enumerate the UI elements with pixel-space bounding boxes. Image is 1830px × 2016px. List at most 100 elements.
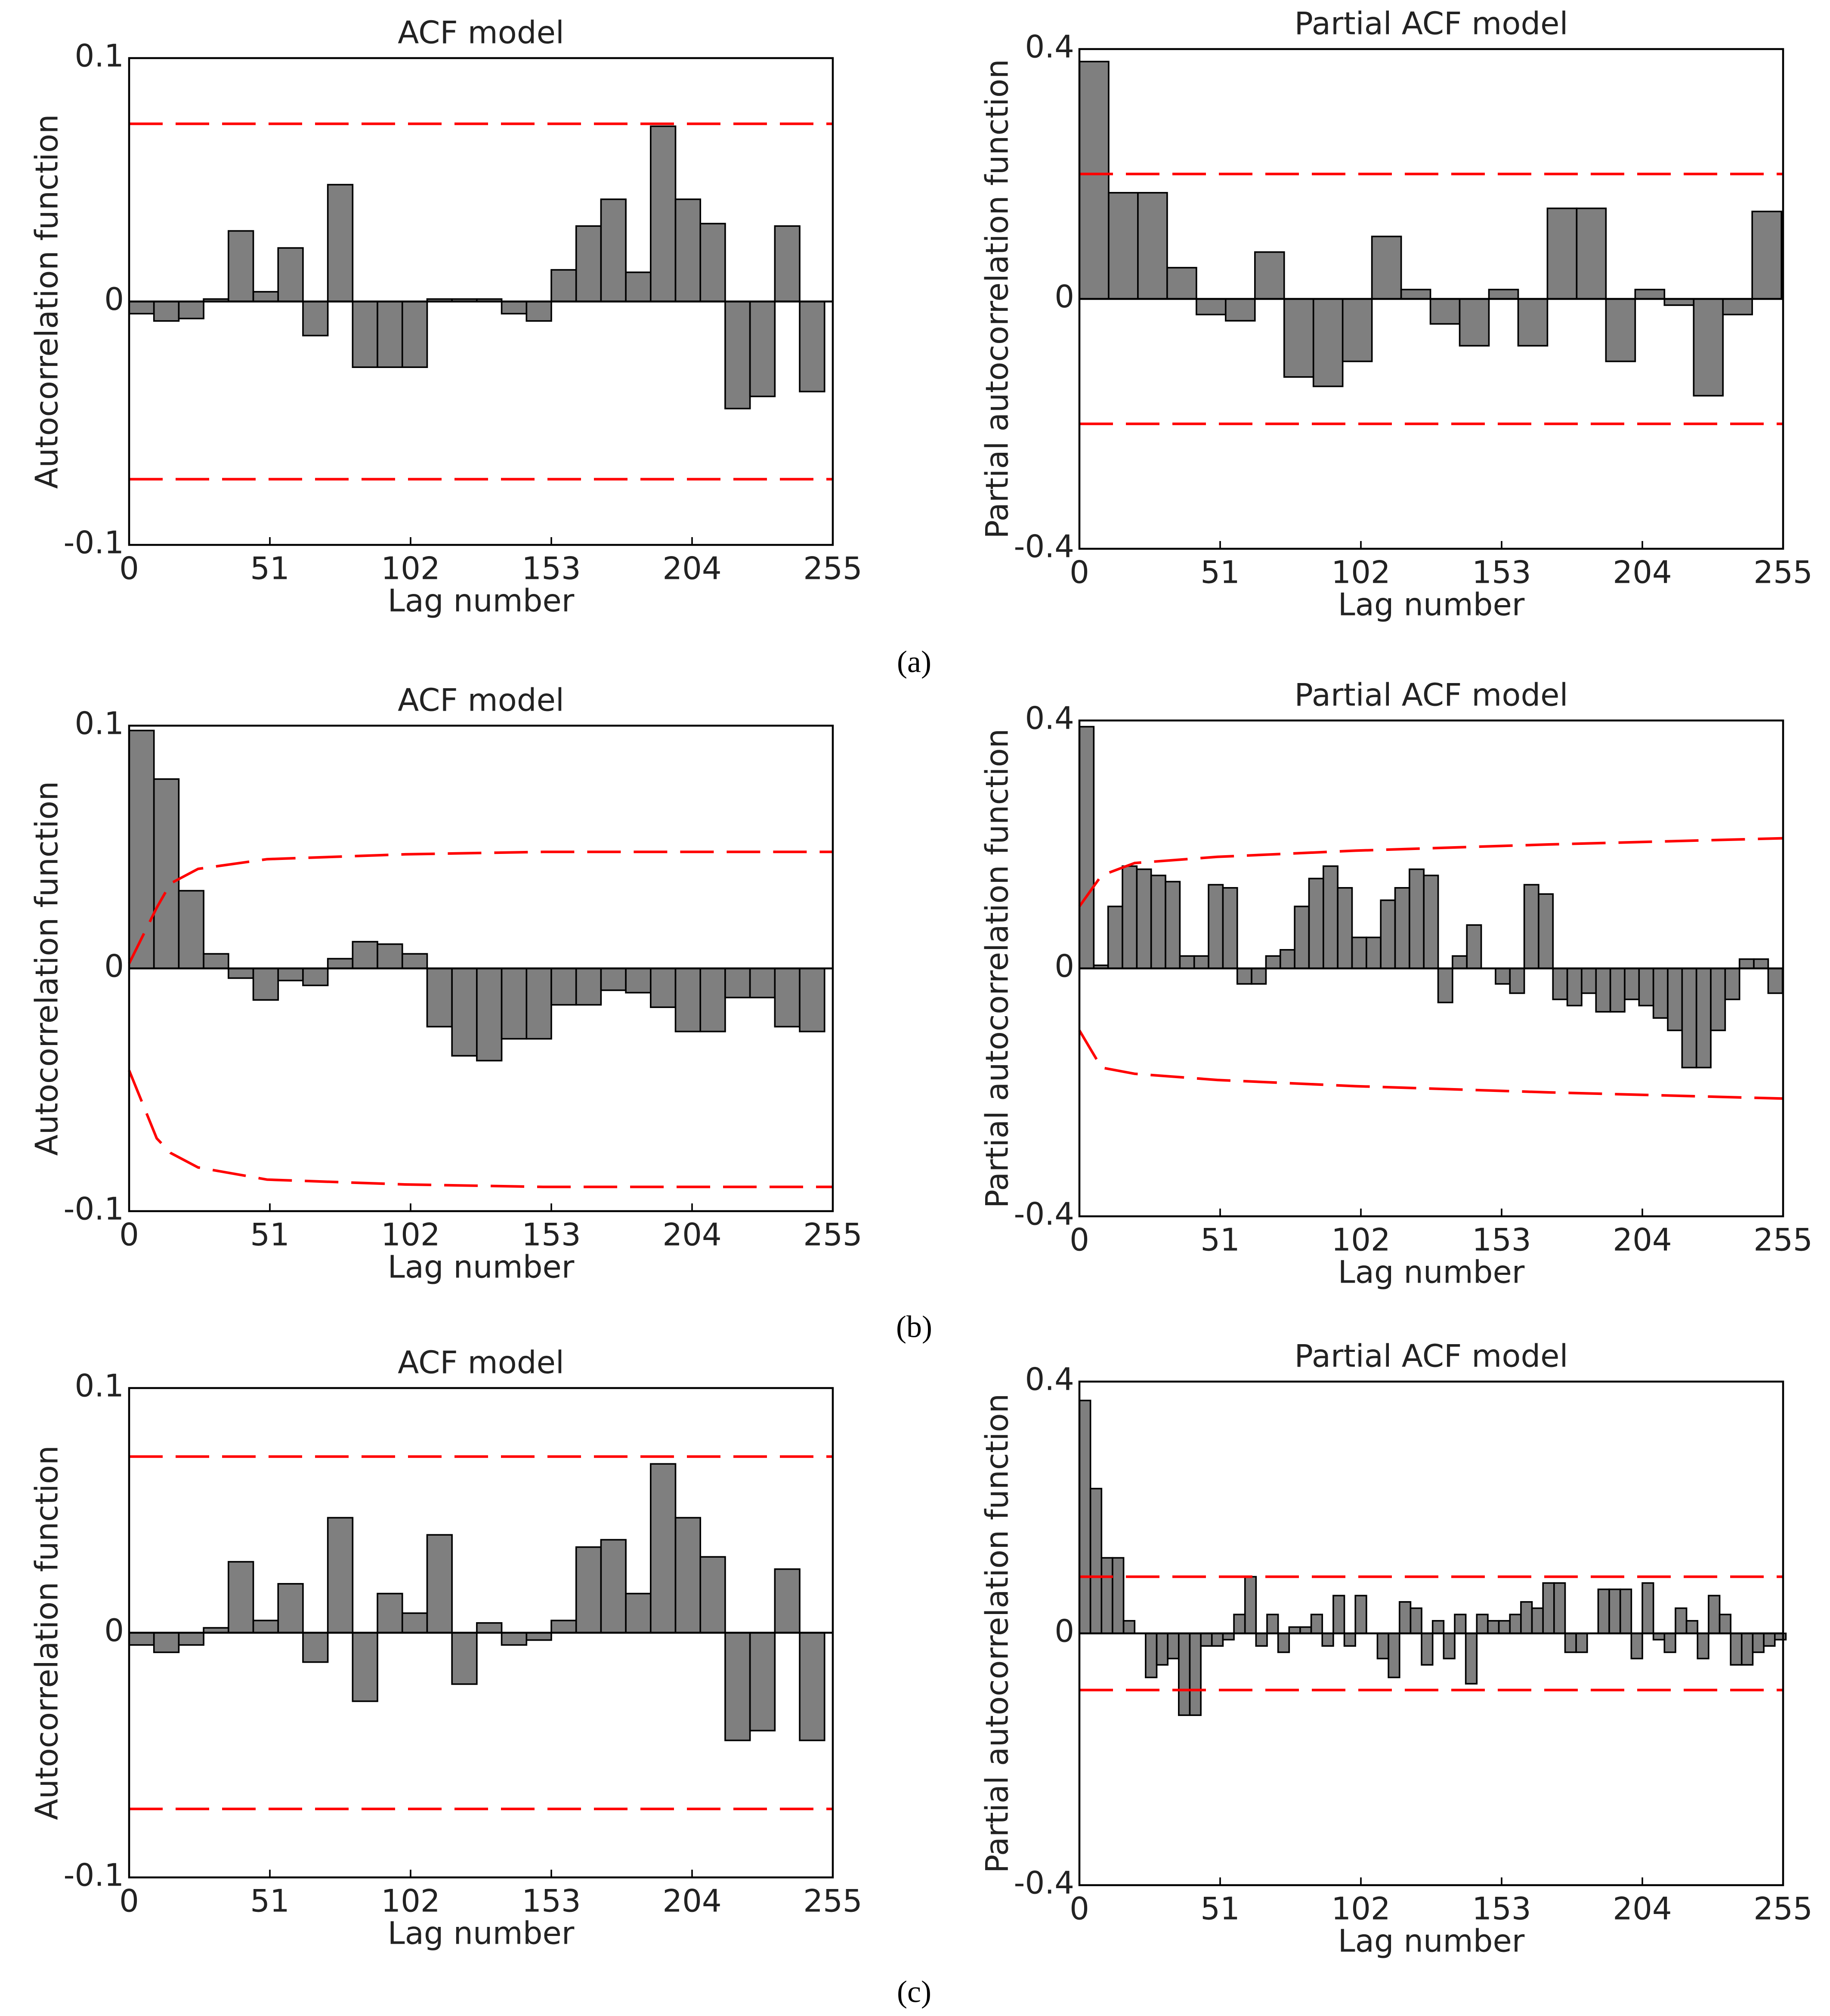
bar xyxy=(1079,1400,1091,1634)
bar xyxy=(1354,1595,1367,1634)
bar xyxy=(178,890,204,969)
bar xyxy=(774,225,801,303)
x-tick-label: 204 xyxy=(662,1883,721,1919)
bar xyxy=(1107,906,1123,969)
x-tick-label: 51 xyxy=(250,550,290,587)
x-tick-label: 0 xyxy=(119,1883,139,1919)
bar xyxy=(699,1556,726,1634)
bar xyxy=(128,730,155,969)
chart-title: Partial ACF model xyxy=(1295,6,1568,42)
bar xyxy=(1520,1601,1533,1634)
bar xyxy=(799,1632,825,1741)
bar xyxy=(451,1632,478,1685)
bar xyxy=(228,230,254,303)
bar xyxy=(352,300,378,368)
bar xyxy=(1310,1614,1323,1634)
bar xyxy=(1178,1633,1191,1716)
bar xyxy=(699,968,726,1033)
bar xyxy=(625,1592,652,1634)
bar xyxy=(1763,1633,1776,1647)
bar xyxy=(674,968,702,1033)
bar xyxy=(203,953,229,969)
bar xyxy=(1552,968,1568,1000)
bar xyxy=(1542,1582,1555,1634)
bar xyxy=(1443,1633,1456,1660)
bar xyxy=(401,953,428,969)
bar xyxy=(228,1561,254,1634)
bar xyxy=(1265,955,1281,969)
x-axis-label: Lag number xyxy=(1338,587,1525,623)
bar xyxy=(1429,298,1461,325)
bar xyxy=(377,943,403,969)
x-tick-label: 102 xyxy=(1331,554,1390,591)
y-tick-label: -0.4 xyxy=(1014,1865,1074,1901)
bar xyxy=(1108,192,1139,300)
bar xyxy=(724,1632,751,1741)
bar xyxy=(327,958,354,969)
y-tick-label: 0 xyxy=(104,281,124,317)
bar xyxy=(1251,968,1267,985)
bar xyxy=(1652,968,1669,1019)
x-tick-label: 204 xyxy=(1613,1222,1672,1258)
bar xyxy=(1730,1633,1743,1666)
bar xyxy=(1685,1620,1699,1634)
bar xyxy=(1236,968,1252,985)
bar xyxy=(1466,924,1482,969)
x-tick-label: 153 xyxy=(1472,554,1531,591)
bar xyxy=(252,1620,279,1634)
bar xyxy=(1166,267,1197,300)
x-tick-label: 0 xyxy=(1070,1222,1089,1258)
bar xyxy=(1122,1620,1136,1634)
bar xyxy=(1371,235,1402,300)
bar xyxy=(1675,1607,1688,1634)
bar xyxy=(526,300,552,322)
bar xyxy=(501,968,528,1040)
y-tick-label: 0 xyxy=(1054,1613,1074,1649)
x-tick-label: 153 xyxy=(522,1883,581,1919)
bar xyxy=(153,778,180,969)
bar xyxy=(252,968,279,1001)
bar xyxy=(426,1534,453,1634)
x-tick-label: 102 xyxy=(381,1217,440,1253)
bar xyxy=(1294,906,1310,969)
bar xyxy=(1225,298,1256,322)
bar xyxy=(277,968,304,982)
bar xyxy=(302,1632,329,1663)
x-tick-label: 51 xyxy=(250,1217,290,1253)
bar xyxy=(1608,1588,1621,1634)
bar xyxy=(1112,1557,1125,1634)
y-axis-label: Autocorrelation function xyxy=(29,781,65,1156)
bar xyxy=(1400,288,1431,300)
bar xyxy=(1488,288,1519,300)
bar xyxy=(799,968,825,1033)
bar xyxy=(1351,937,1367,969)
y-tick-label: -0.1 xyxy=(64,1857,124,1893)
bar xyxy=(1566,968,1583,1007)
bar xyxy=(1208,884,1224,969)
x-tick-label: 255 xyxy=(803,1883,862,1919)
bar xyxy=(1767,968,1784,994)
bar xyxy=(1196,298,1227,315)
bar xyxy=(302,300,329,337)
bar xyxy=(1487,1620,1500,1634)
y-tick-label: 0.4 xyxy=(1025,29,1074,65)
bar xyxy=(550,269,577,303)
bar xyxy=(1283,298,1314,378)
bar xyxy=(1581,968,1597,994)
x-tick-label: 255 xyxy=(803,550,862,587)
x-tick-label: 0 xyxy=(1070,1891,1089,1927)
bar xyxy=(1321,1633,1334,1647)
bar xyxy=(575,968,602,1006)
bar xyxy=(327,184,354,303)
bar xyxy=(774,968,801,1028)
bar xyxy=(1089,1487,1103,1634)
bar xyxy=(526,968,552,1040)
bar xyxy=(1523,884,1539,969)
bar xyxy=(1222,887,1238,969)
bar xyxy=(501,1632,528,1646)
bar xyxy=(1667,968,1683,1031)
x-axis-label: Lag number xyxy=(388,1915,575,1951)
x-tick-label: 51 xyxy=(1200,554,1240,591)
bar xyxy=(1634,288,1666,300)
bar xyxy=(1509,968,1525,994)
